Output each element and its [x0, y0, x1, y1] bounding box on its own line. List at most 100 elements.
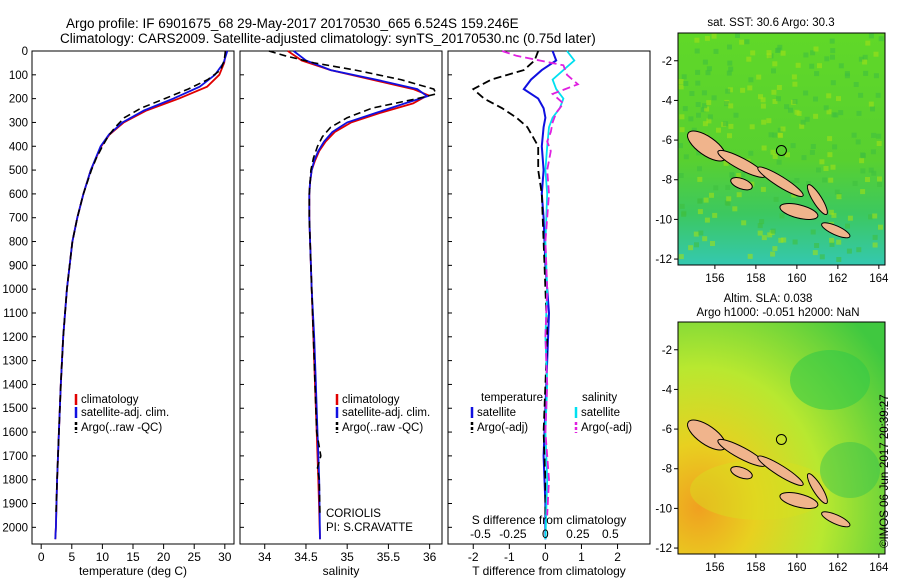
sst-pixel [702, 121, 708, 127]
series-line [544, 50, 576, 540]
difference-profile: -2 -1 0 1 2T difference from climatology S di… [447, 50, 651, 578]
sst-pixel [694, 242, 699, 248]
sst-pixel [778, 237, 784, 243]
sst-pixel [851, 132, 857, 138]
sst-pixel [817, 63, 822, 69]
sst-pixel [746, 56, 752, 62]
sst-pixel [830, 80, 836, 86]
y-tick-label: 600 [9, 189, 28, 201]
sst-pixel [872, 234, 878, 240]
y-tick-label: 200 [9, 94, 28, 106]
sst-pixel [838, 110, 844, 116]
sst-pixel [703, 197, 709, 203]
sst-pixel [791, 192, 797, 198]
sst-map-title: sat. SST: 30.6 Argo: 30.3 [707, 17, 834, 29]
map-x-tick-label: 162 [828, 562, 847, 574]
sst-pixel [803, 90, 809, 96]
sst-pixel [876, 141, 882, 146]
sst-pixel [702, 236, 708, 242]
sst-pixel [809, 63, 815, 69]
sst-pixel [678, 173, 684, 178]
y-tick-label: 1500 [2, 403, 28, 415]
sst-pixel [678, 143, 683, 149]
sst-pixel [804, 116, 810, 122]
sst-pixel [679, 127, 685, 133]
map-y-tick-label: -6 [662, 424, 672, 436]
sst-pixel [865, 177, 870, 182]
temperature-profile: 0 5 10 15 20 25 30 temperature (deg C) 0 100 200 30… [2, 46, 235, 578]
map-y-tick-label: -4 [662, 95, 673, 107]
series-line [287, 50, 431, 540]
sst-pixel [792, 239, 798, 245]
y-tick-label: 400 [9, 141, 28, 153]
imos-stamp: ©IMOS 06-Jun-2017 20:39:27 [879, 394, 891, 548]
sst-pixel [828, 209, 834, 215]
map-x-tick-label: 164 [869, 562, 889, 574]
sst-pixel [681, 211, 687, 217]
sst-pixel [836, 194, 842, 200]
sst-pixel [772, 132, 778, 138]
series-line [54, 50, 229, 540]
sst-pixel [878, 36, 884, 42]
sst-pixel [862, 54, 868, 60]
x-tick-label: 15 [126, 550, 140, 564]
sst-pixel [844, 73, 850, 79]
sst-pixel [868, 33, 874, 39]
sst-pixel [788, 107, 793, 113]
sst-pixel [823, 166, 829, 171]
x-tick-label: 20 [157, 550, 171, 564]
map-x-tick-label: 162 [828, 273, 847, 285]
sst-pixel [828, 177, 834, 183]
legend-label: satellite [581, 407, 620, 419]
sst-pixel [740, 172, 746, 178]
sst-pixel [722, 121, 728, 127]
sst-pixel [814, 71, 820, 77]
sst-pixel [868, 167, 874, 173]
map-y-tick-label: -10 [655, 503, 672, 515]
sst-pixel [695, 102, 701, 107]
sst-pixel [862, 59, 868, 65]
sst-pixel [694, 37, 700, 43]
sst-pixel [698, 230, 704, 236]
sla-map-title-line1: Altim. SLA: 0.038 [724, 293, 813, 305]
series-line [501, 50, 580, 516]
x-tick-label: 36 [423, 550, 437, 564]
sst-pixel [791, 74, 797, 80]
sst-pixel [792, 99, 798, 104]
x-tick-label: 30 [218, 550, 232, 564]
sst-pixel [872, 242, 878, 248]
x-tick-label: -1 [504, 550, 515, 564]
sst-pixel [710, 241, 715, 246]
sst-pixel [702, 103, 708, 109]
sst-pixel [819, 159, 825, 165]
series-line [55, 50, 227, 516]
map-x-tick-label: 158 [746, 562, 765, 574]
y-tick-label: 800 [9, 237, 28, 249]
sst-pixel [758, 94, 763, 100]
legend-header-temperature: temperature [481, 392, 543, 404]
y-tick-label: 1300 [2, 356, 28, 368]
map-x-tick-label: 160 [787, 273, 806, 285]
sst-pixel [870, 149, 876, 155]
sst-pixel [856, 247, 862, 253]
sst-pixel [771, 89, 777, 95]
sst-pixel [727, 60, 733, 66]
sst-pixel [713, 48, 719, 54]
sst-pixel [724, 200, 730, 206]
x-tick-label: 10 [96, 550, 110, 564]
legend-label: climatology [342, 394, 400, 406]
sst-pixel [771, 68, 776, 74]
sst-pixel [830, 164, 836, 170]
top-tick-label: -0.5 [470, 527, 491, 541]
sst-pixel [728, 66, 734, 72]
sst-pixel [860, 189, 866, 195]
sst-pixel [803, 52, 809, 58]
sst-pixel [747, 253, 753, 259]
y-tick-label: 1000 [2, 284, 28, 296]
sst-pixel [830, 54, 835, 60]
sst-pixel [868, 214, 874, 220]
legend-header-salinity: salinity [582, 392, 617, 404]
sst-pixel [759, 219, 765, 225]
sst-pixel [859, 158, 865, 164]
